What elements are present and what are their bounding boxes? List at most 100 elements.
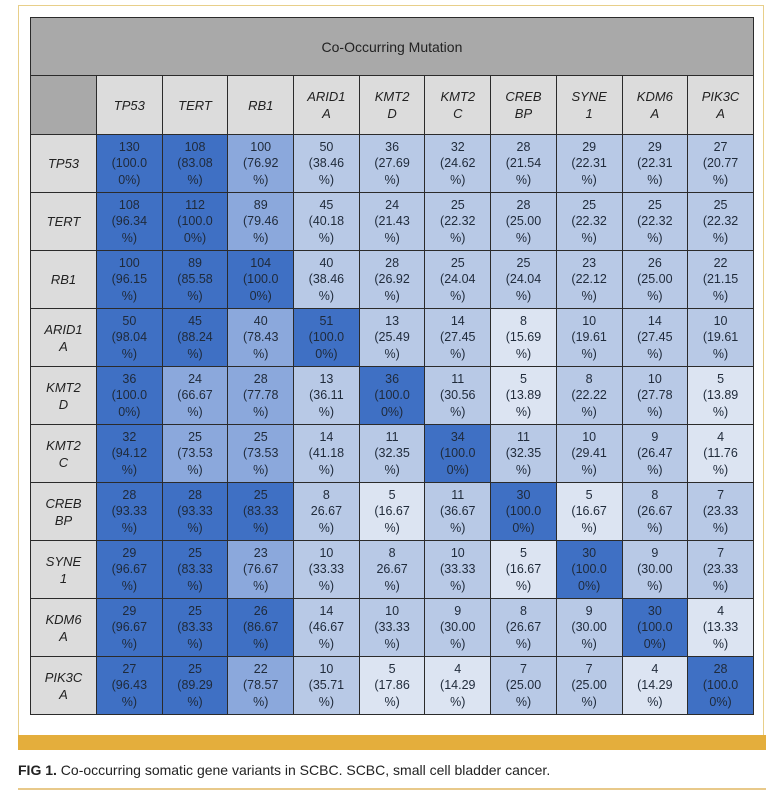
heatmap-cell: 25 (73.53%) [227,424,295,483]
cell-count: 10 [385,603,400,618]
cell-count: 108 [184,139,206,154]
cell-count: 5 [717,371,725,386]
cell-percent: %) [121,636,137,651]
cell-count: 25 [450,197,465,212]
cell-percent: %) [253,346,269,361]
cell-count: 24 [188,371,202,386]
cell-percent: %) [581,462,597,477]
cell-count: 25 [188,429,202,444]
cell-count: 22 [713,255,728,270]
heatmap-cell: 29 (96.67%) [96,540,163,599]
cell-percent: %) [187,694,203,709]
cell-count: 14 [319,429,334,444]
cell-percent: (25.00 [505,678,542,693]
cell-count: 25 [188,661,202,676]
cell-percent: %) [647,404,663,419]
cell-percent: 0%) [315,346,338,361]
cell-count: 104 [250,255,272,270]
cell-count: 112 [185,197,205,212]
cell-percent: (22.22 [571,388,607,403]
cell-percent: %) [253,462,269,477]
table-row: TP53 130 (100.0 0%) 108 (83.08%) 100 (76.92%) 50… [30,134,754,193]
cell-percent: (100.0 [440,446,476,461]
cell-percent: %) [384,288,400,303]
cell-percent: (96.67 [111,620,148,635]
cell-percent: (19.61 [702,330,739,345]
heatmap-cell: 11 (30.56%) [424,366,492,425]
heatmap-cell: 25 (24.04%) [490,250,557,309]
cell-percent: %) [121,346,137,361]
cell-percent: %) [515,404,532,419]
cell-count: 9 [651,545,659,560]
heatmap-cell: 25 (22.32%) [621,192,689,251]
heatmap-cell: 5 (16.67%) [490,540,557,599]
heatmap-cell: 7 (23.33%) [687,540,754,599]
cell-count: 25 [253,429,268,444]
cell-percent: %) [450,520,466,535]
cell-percent: %) [515,346,532,361]
column-header: TP53 [96,75,163,135]
cell-count: 50 [319,139,334,154]
cell-percent: %) [647,462,663,477]
heatmap-cell: 5 (13.89%) [490,366,557,425]
cell-percent: (38.46 [308,272,345,287]
figure-caption-text: Co-occurring somatic gene variants in SC… [60,762,551,778]
cell-percent: (27.45 [637,330,673,345]
cell-percent: %) [581,404,597,419]
heatmap-cell: 108 (96.34%) [96,192,163,251]
cell-count: 8 [519,603,527,618]
row-header: KDM6 A [30,598,97,657]
cell-percent: (24.04 [505,272,542,287]
cell-percent: %) [581,694,597,709]
cell-count: 45 [319,197,334,212]
cell-count: 10 [582,313,597,328]
heatmap-cell: 32 (94.12%) [96,424,163,483]
column-header: CREB BP [490,75,557,135]
heatmap-cell: 4 (14.29%) [424,656,492,715]
cell-count: 7 [519,661,527,676]
row-header: TP53 [30,134,97,193]
cell-percent: (96.34 [111,214,148,229]
row-header-text: 1 [59,570,68,586]
heatmap-cell: 11 (32.35%) [490,424,557,483]
heatmap-cell: 10 (29.41%) [555,424,623,483]
column-header-text: A [716,106,725,121]
heatmap-cell: 108 (83.08%) [161,134,229,193]
cell-percent: %) [318,462,335,477]
cell-percent: %) [318,172,335,187]
cell-count: 11 [451,371,465,386]
cell-percent: %) [581,230,597,245]
cell-percent: %) [712,578,729,593]
heatmap-cell: 25 (22.32%) [687,192,754,251]
cell-percent: %) [647,694,663,709]
cell-count: 4 [717,429,725,444]
cell-count: 25 [188,603,202,618]
cell-count: 25 [713,197,728,212]
cell-percent: %) [187,346,203,361]
column-header-text: KMT2 [440,89,476,104]
column-header: ARID1 A [293,75,360,135]
heatmap-cell: 9 (30.00%) [424,598,492,657]
cell-count: 25 [450,255,465,270]
heatmap-cell: 100 (96.15%) [96,250,163,309]
cell-percent: %) [253,172,269,187]
heatmap-cell: 10 (27.78%) [621,366,689,425]
cell-percent: %) [581,636,597,651]
cell-percent: (100.0 [374,388,410,403]
heatmap-cell: 25 (73.53%) [161,424,229,483]
cell-percent: %) [318,288,335,303]
heatmap-cell: 4 (14.29%) [621,656,689,715]
cell-percent: (73.53 [242,446,279,461]
cell-percent: (25.00 [637,272,673,287]
cell-count: 8 [651,487,659,502]
cell-count: 40 [319,255,334,270]
cell-percent: (76.67 [242,562,279,577]
cell-percent: %) [712,462,729,477]
cell-percent: (32.35 [505,446,542,461]
cell-percent: %) [450,404,466,419]
column-header-text: KDM6 [636,89,673,104]
cell-count: 4 [454,661,462,676]
column-header-text: C [453,106,463,121]
heatmap-cell: 36 (100.0 0%) [96,366,163,425]
cell-percent: %) [384,694,400,709]
